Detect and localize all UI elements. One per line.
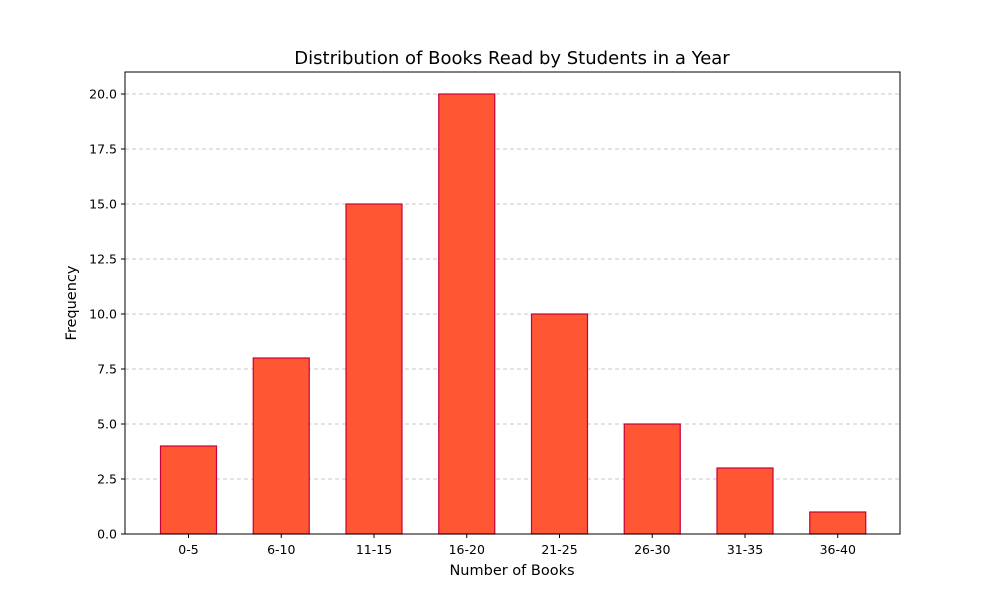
x-tick-label: 31-35 <box>727 542 763 557</box>
x-tick-label: 11-15 <box>356 542 392 557</box>
bar <box>159 445 218 535</box>
bar <box>252 357 310 535</box>
y-tick-label: 12.5 <box>89 252 117 267</box>
y-tick-label: 15.0 <box>89 197 117 212</box>
x-axis-ticks: 0-5 6-10 11-15 16-20 21-25 26-30 31-35 36-40 <box>178 534 856 557</box>
gridlines <box>125 93 900 480</box>
bar <box>530 313 589 535</box>
bar <box>345 203 403 535</box>
y-tick-label: 10.0 <box>89 307 117 322</box>
y-tick-label: 20.0 <box>89 87 117 102</box>
chart-title: Distribution of Books Read by Students i… <box>294 48 730 69</box>
y-tick-label: 2.5 <box>97 472 117 487</box>
bar <box>438 93 496 535</box>
bar <box>809 511 867 535</box>
x-tick-label: 36-40 <box>820 542 856 557</box>
plot-frame <box>124 71 901 535</box>
y-tick-label: 0.0 <box>97 527 117 542</box>
bars <box>159 93 867 535</box>
x-tick-label: 6-10 <box>267 542 295 557</box>
x-tick-label: 21-25 <box>541 542 577 557</box>
y-axis-label: Frequency <box>64 265 80 340</box>
y-tick-label: 17.5 <box>89 142 117 157</box>
y-tick-label: 5.0 <box>97 417 117 432</box>
y-axis-ticks: 0.0 2.5 5.0 7.5 10.0 12.5 15.0 17.5 20.0 <box>89 87 125 542</box>
bar <box>716 467 774 535</box>
x-axis-label: Number of Books <box>449 563 574 579</box>
x-tick-label: 26-30 <box>634 542 670 557</box>
x-tick-label: 0-5 <box>178 542 198 557</box>
bar <box>623 423 681 535</box>
y-tick-label: 7.5 <box>97 362 117 377</box>
x-tick-label: 16-20 <box>449 542 485 557</box>
